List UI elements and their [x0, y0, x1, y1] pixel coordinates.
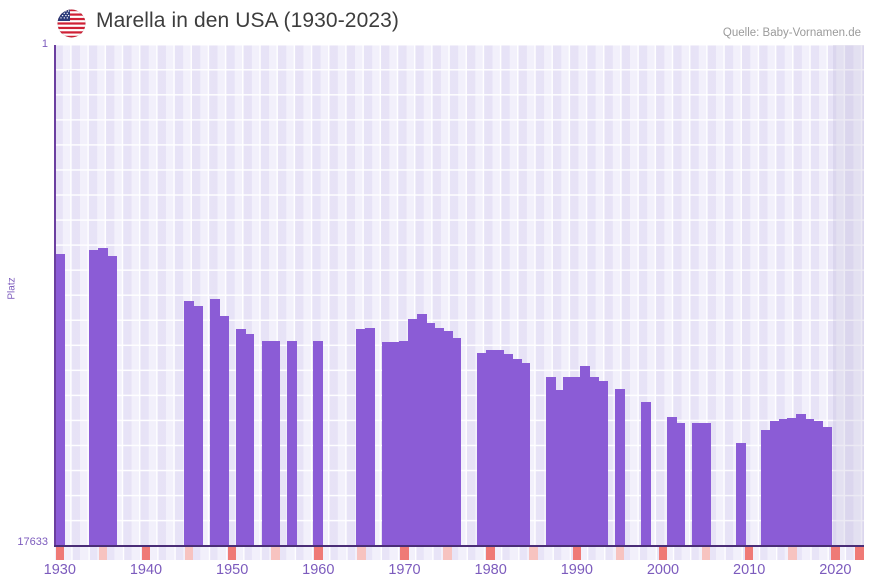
- bar: [184, 300, 195, 546]
- bar: [511, 358, 522, 546]
- x-axis-tick-strip: [54, 547, 864, 560]
- bar: [235, 328, 246, 546]
- bar: [502, 354, 513, 546]
- x-axis-tick-label: 1960: [302, 562, 335, 578]
- bar: [356, 328, 367, 546]
- bar: [666, 416, 677, 546]
- bar: [192, 306, 203, 546]
- x-axis-major-tick: [400, 547, 409, 560]
- tick-strip-grid: [54, 547, 864, 560]
- bar: [675, 423, 686, 546]
- x-axis-major-tick: [831, 547, 840, 560]
- bar: [390, 342, 401, 546]
- x-axis-minor-tick: [443, 547, 452, 560]
- x-axis-major-tick: [572, 547, 582, 560]
- bar: [106, 256, 117, 546]
- bar: [589, 377, 600, 546]
- x-axis-major-tick: [141, 547, 151, 560]
- x-axis-tick-label: 1980: [474, 562, 507, 578]
- x-axis-major-tick: [744, 547, 754, 560]
- x-axis-tick-label: 1970: [388, 562, 421, 578]
- x-axis-minor-tick: [357, 547, 366, 560]
- x-axis-major-tick: [658, 547, 668, 560]
- bar: [287, 341, 298, 546]
- bar: [614, 388, 625, 546]
- bar: [209, 299, 220, 546]
- bar: [244, 333, 255, 546]
- bar: [563, 377, 574, 546]
- bar: [545, 377, 556, 546]
- bar: [89, 250, 100, 546]
- bar: [218, 316, 229, 546]
- bar: [494, 350, 505, 546]
- bar: [580, 366, 591, 546]
- bar: [313, 341, 324, 546]
- bar: [804, 418, 815, 546]
- bar: [571, 377, 582, 546]
- x-axis-labels: 1930 1940 1950 1960 1970 1980 1990 2000 2010 2020: [0, 562, 873, 587]
- bar: [54, 254, 65, 546]
- bar: [442, 331, 453, 546]
- source-label: Quelle: Baby-Vornamen.de: [722, 27, 861, 39]
- y-axis-line: [54, 45, 56, 546]
- x-axis-minor-tick: [701, 547, 711, 560]
- x-axis-line: [54, 545, 864, 547]
- bar: [485, 349, 496, 546]
- bar: [735, 442, 746, 546]
- y-axis-title: Platz: [6, 277, 18, 300]
- bar: [821, 426, 832, 546]
- x-axis-tick-label: 2000: [646, 562, 680, 578]
- us-flag-icon: [57, 9, 86, 38]
- bar: [813, 421, 824, 546]
- bar: [520, 363, 531, 546]
- bar: [778, 419, 789, 546]
- x-axis-tick-label: 2020: [819, 562, 852, 578]
- x-axis-minor-tick: [529, 547, 539, 560]
- x-axis-minor-tick: [98, 547, 108, 560]
- x-axis-minor-tick: [270, 547, 280, 560]
- bar: [770, 421, 781, 546]
- bar: [261, 341, 272, 546]
- bar: [640, 401, 651, 546]
- bar: [433, 328, 444, 546]
- bar: [477, 352, 488, 546]
- bar: [701, 423, 712, 546]
- y-axis-bottom-label: 17633: [17, 536, 48, 548]
- bar: [382, 341, 393, 546]
- x-axis-major-tick: [486, 547, 495, 560]
- bar: [270, 341, 281, 546]
- bar: [795, 413, 806, 546]
- x-axis-minor-tick: [184, 547, 194, 560]
- bar: [408, 318, 419, 546]
- bar: [416, 313, 427, 546]
- bar: [597, 381, 608, 546]
- x-axis-minor-tick: [787, 547, 797, 560]
- future-shaded-region: [832, 45, 864, 546]
- x-axis-major-tick: [855, 547, 864, 560]
- bar: [554, 389, 565, 546]
- page-title: Marella in den USA (1930-2023): [96, 9, 400, 32]
- x-axis-tick-label: 2010: [733, 562, 766, 578]
- y-axis-top-label: 1: [41, 38, 48, 50]
- x-axis-tick-label: 1930: [43, 562, 76, 578]
- x-axis-tick-label: 1950: [216, 562, 249, 578]
- plot-area: [54, 45, 864, 546]
- bar: [425, 322, 436, 546]
- x-axis-minor-tick: [615, 547, 625, 560]
- x-axis-tick-label: 1940: [129, 562, 163, 578]
- bar: [692, 423, 703, 546]
- bar: [399, 341, 410, 546]
- bar: [787, 417, 798, 546]
- x-axis-major-tick: [314, 547, 323, 560]
- bar: [365, 328, 376, 546]
- x-axis-major-tick: [227, 547, 237, 560]
- bar-series: [54, 45, 864, 546]
- chart-header: Marella in den USA (1930-2023) Quelle: B…: [0, 0, 873, 45]
- bar: [97, 248, 108, 546]
- bar: [761, 429, 772, 546]
- x-axis-tick-label: 1990: [560, 562, 593, 578]
- x-axis-major-tick: [55, 547, 65, 560]
- bar: [451, 337, 462, 546]
